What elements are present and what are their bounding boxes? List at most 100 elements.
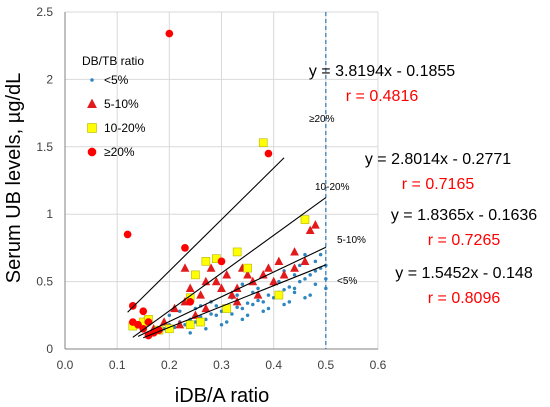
legend: DB/TB ratio <5% 5-10% 10-20% ≥20% xyxy=(82,54,146,159)
data-point xyxy=(178,309,182,314)
data-point xyxy=(313,269,318,273)
data-point xyxy=(274,256,284,265)
data-point xyxy=(235,305,239,309)
fit-equation: y = 2.8014x - 0.2771 xyxy=(365,151,511,168)
data-point xyxy=(300,215,310,224)
data-point xyxy=(186,297,195,306)
x-tick-label: 0.4 xyxy=(265,358,282,372)
data-point xyxy=(313,282,318,287)
data-point xyxy=(298,263,302,268)
data-point xyxy=(240,282,245,287)
data-point xyxy=(198,314,203,319)
data-point xyxy=(308,273,312,277)
data-point xyxy=(227,290,237,299)
data-point xyxy=(214,313,219,318)
legend-marker xyxy=(87,123,97,133)
gridlines xyxy=(64,11,379,350)
data-point xyxy=(243,270,252,279)
correlation-label: r = 0.8096 xyxy=(428,290,501,307)
fit-curve-label: 5-10% xyxy=(337,235,366,246)
data-point xyxy=(235,293,239,297)
data-point xyxy=(214,304,219,308)
data-point xyxy=(274,290,284,300)
data-point xyxy=(258,138,268,148)
data-point xyxy=(305,225,315,234)
data-point xyxy=(290,263,299,272)
data-point xyxy=(303,277,307,281)
data-point xyxy=(204,317,208,322)
legend-label: ≥20% xyxy=(104,145,135,159)
data-point xyxy=(245,301,250,305)
data-point xyxy=(282,287,286,292)
data-point xyxy=(324,263,328,268)
data-point xyxy=(201,303,211,313)
data-point xyxy=(303,296,307,300)
data-point xyxy=(191,310,200,319)
data-point xyxy=(282,302,286,307)
data-point xyxy=(134,320,142,329)
data-point xyxy=(240,317,245,322)
fit-line xyxy=(137,246,327,337)
legend-marker xyxy=(87,98,97,109)
data-point xyxy=(211,276,221,286)
fit-equation: y = 1.5452x - 0.148 xyxy=(395,265,533,282)
data-point xyxy=(196,317,205,327)
data-point xyxy=(209,312,213,316)
y-axis-title: Serum UB levels, µg/dL xyxy=(3,73,25,284)
correlation-label: r = 0.4816 xyxy=(346,88,419,105)
y-tick-label: 2.5 xyxy=(36,5,53,19)
data-point xyxy=(183,322,187,327)
data-point xyxy=(167,313,172,318)
x-tick-label: 0.3 xyxy=(213,358,230,372)
legend-marker xyxy=(90,78,94,82)
x-tick-label: 0.6 xyxy=(370,358,387,372)
data-point xyxy=(230,312,234,316)
data-point xyxy=(300,256,310,265)
legend-label: 10-20% xyxy=(104,121,146,135)
y-tick-label: 2 xyxy=(46,72,53,86)
data-point xyxy=(219,322,224,327)
data-point xyxy=(251,302,255,307)
axes: 0 0.5 1 1.5 2 2.5 0.0 0.1 0.2 0.3 0.4 0.5 0.6 xyxy=(36,5,386,372)
data-point xyxy=(217,257,226,266)
fit-line xyxy=(143,264,327,339)
data-point xyxy=(243,263,252,273)
data-point xyxy=(193,320,198,324)
data-point xyxy=(303,252,307,257)
y-tick-label: 1.5 xyxy=(36,140,53,154)
data-point xyxy=(290,247,299,256)
data-point xyxy=(298,279,302,284)
fit-curve-label: ≥20% xyxy=(309,114,335,125)
data-point xyxy=(266,293,271,297)
fit-line xyxy=(132,197,327,338)
data-point xyxy=(196,290,206,299)
data-point xyxy=(266,306,271,311)
data-point xyxy=(292,273,297,277)
fit-equation: y = 1.8365x - 0.1636 xyxy=(391,207,537,224)
data-point xyxy=(144,318,153,326)
x-tick-label: 0.2 xyxy=(161,358,178,372)
data-point xyxy=(318,252,323,257)
data-point xyxy=(264,263,273,272)
correlation-label: r = 0.7165 xyxy=(402,176,475,193)
legend-marker xyxy=(87,147,97,157)
data-point xyxy=(308,293,312,297)
data-point xyxy=(180,263,190,272)
data-point xyxy=(232,247,242,257)
x-tick-label: 0.0 xyxy=(57,358,74,372)
data-point xyxy=(287,285,292,289)
fit-line xyxy=(127,157,285,313)
data-point xyxy=(219,309,224,314)
legend-title: DB/TB ratio xyxy=(82,54,144,68)
data-point xyxy=(292,286,297,291)
fit-curve-label: <5% xyxy=(337,276,357,287)
legend-label: 5-10% xyxy=(104,97,139,111)
data-points xyxy=(123,29,328,340)
data-point xyxy=(217,283,226,292)
data-point xyxy=(232,297,242,306)
data-point xyxy=(245,313,250,318)
data-point xyxy=(240,306,245,311)
data-point xyxy=(324,277,328,281)
data-point xyxy=(191,270,200,280)
